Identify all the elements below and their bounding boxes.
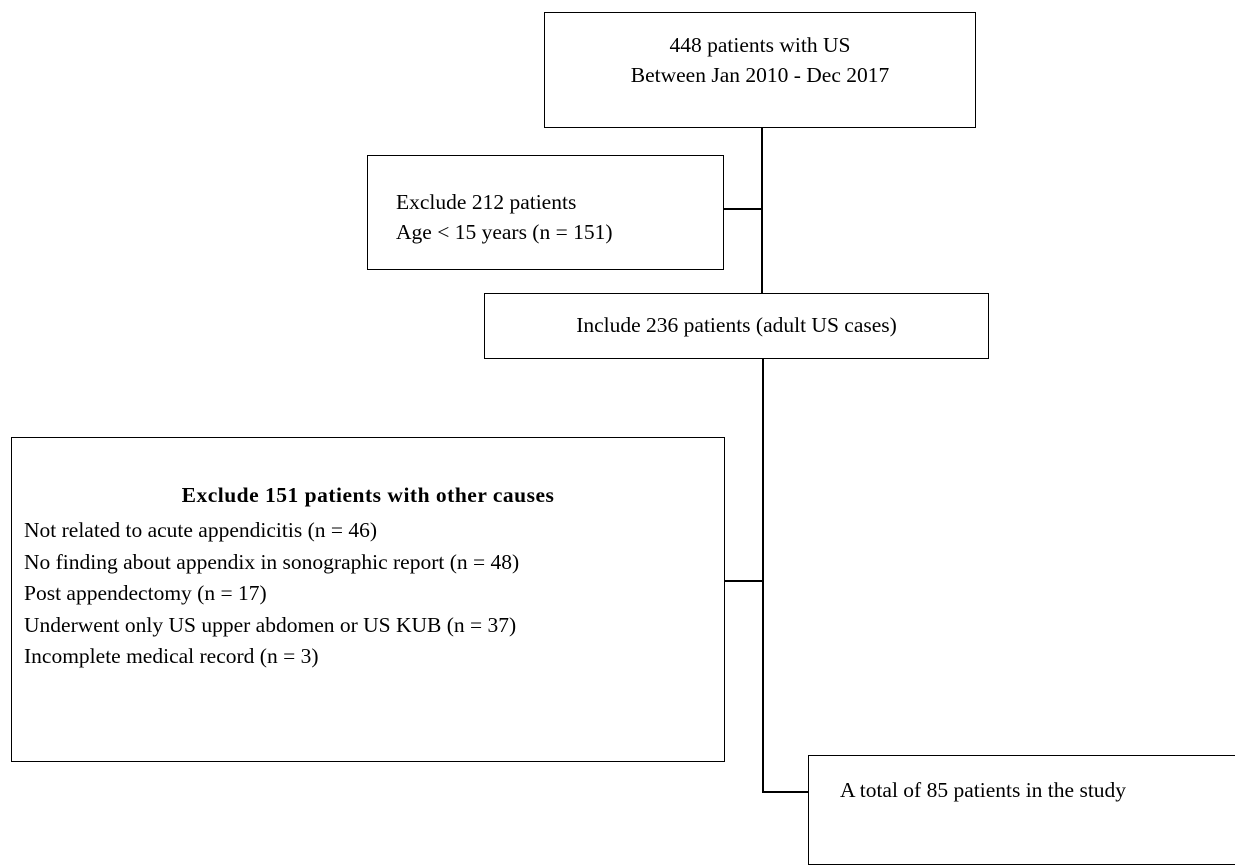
exclusion-age-line1: Exclude 212 patients xyxy=(396,190,577,214)
connector-exclusion1-branch xyxy=(724,208,762,210)
exclusion-reason-item: Post appendectomy (n = 17) xyxy=(24,581,267,605)
exclusion-age-box: Exclude 212 patients Age < 15 years (n =… xyxy=(367,155,724,270)
final-cohort-text: A total of 85 patients in the study xyxy=(840,778,1127,802)
connector-inclusion-to-final xyxy=(762,359,764,792)
exclusion-other-causes-box: Exclude 151 patients with other causes N… xyxy=(11,437,725,762)
exclusion-reason-item: No finding about appendix in sonographic… xyxy=(24,549,520,574)
start-box-line1: 448 patients with US xyxy=(669,33,851,57)
exclusion-age-line2: Age < 15 years (n = 151) xyxy=(396,220,613,244)
exclusion-reason-item: Not related to acute appendicitis (n = 4… xyxy=(24,518,378,542)
exclusion-reason-item: Incomplete medical record (n = 3) xyxy=(24,644,319,668)
inclusion-text: Include 236 patients (adult US cases) xyxy=(576,313,897,337)
connector-exclusion2-branch xyxy=(725,580,763,582)
final-cohort-box: A total of 85 patients in the study xyxy=(808,755,1235,865)
start-box: 448 patients with US Between Jan 2010 - … xyxy=(544,12,976,128)
connector-final-branch xyxy=(762,791,808,793)
inclusion-box: Include 236 patients (adult US cases) xyxy=(484,293,989,359)
exclusion-other-causes-title: Exclude 151 patients with other causes xyxy=(181,483,555,507)
exclusion-reason-item: Underwent only US upper abdomen or US KU… xyxy=(24,612,517,637)
start-box-line2: Between Jan 2010 - Dec 2017 xyxy=(630,63,890,87)
connector-start-to-inclusion xyxy=(761,128,763,293)
